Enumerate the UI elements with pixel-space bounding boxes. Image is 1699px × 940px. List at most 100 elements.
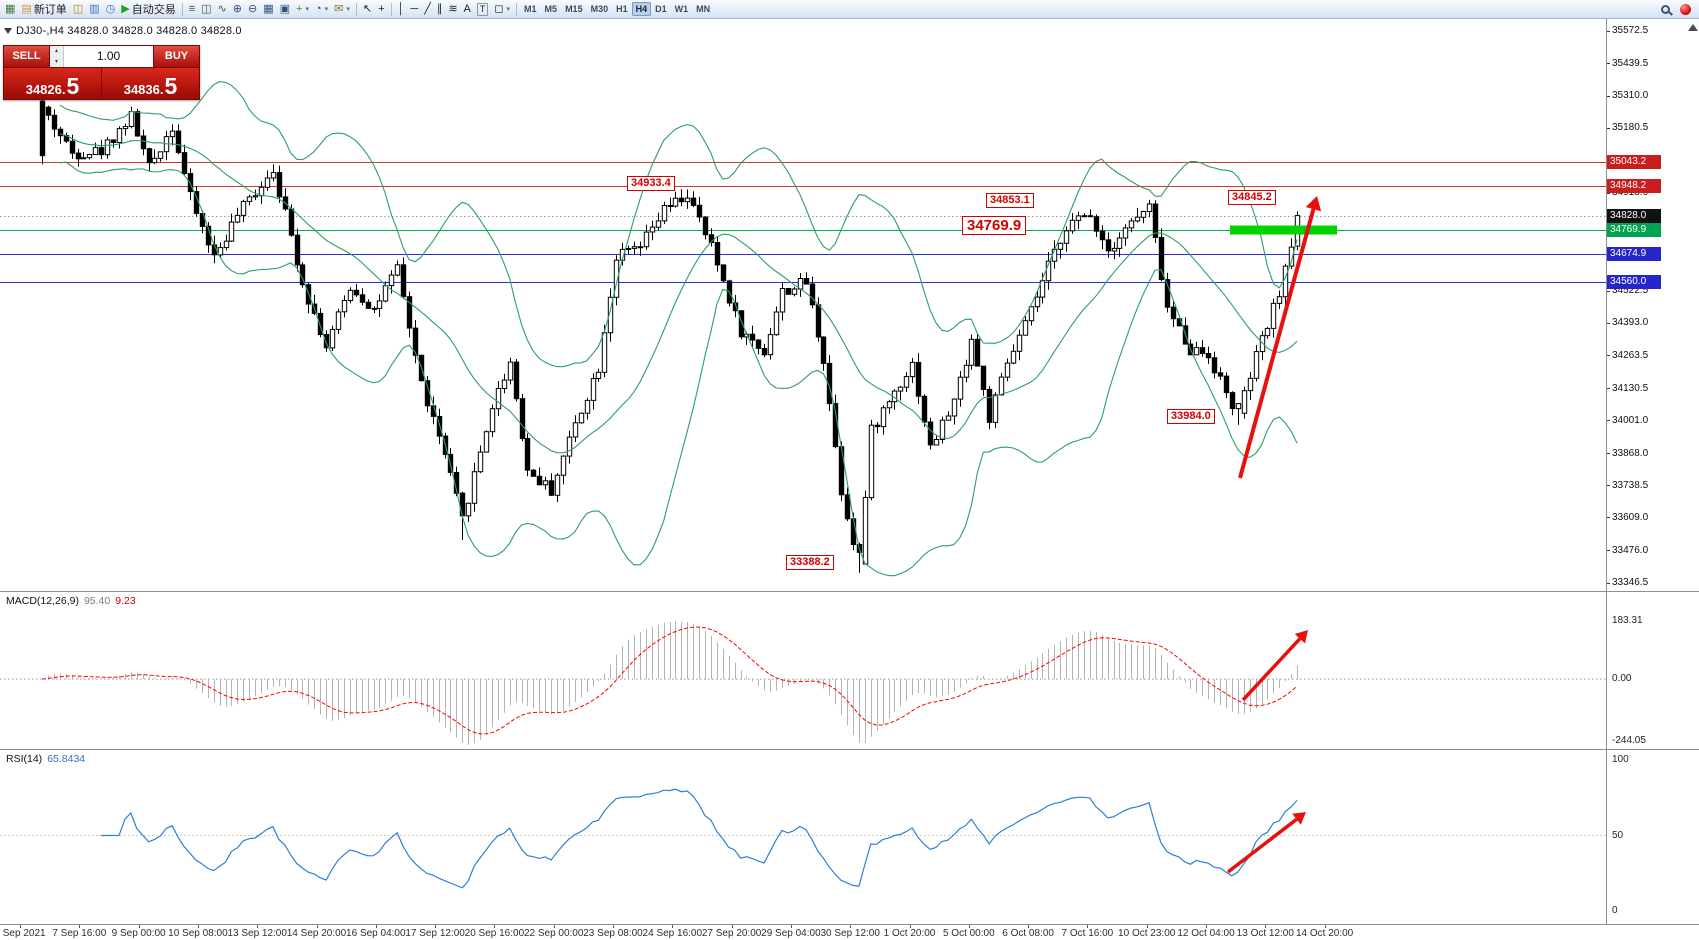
line-chart-type-icon: ∿ [217,3,227,15]
cursor-icon: ↖ [362,3,373,15]
new-order-button[interactable]: ▤ 新订单 [18,1,69,17]
trendline-icon: ╱ [424,3,431,15]
line-chart-type-button[interactable]: ∿ [215,1,230,17]
price-axis-label: 34001.0 [1612,414,1649,426]
horizontal-line-tool[interactable]: ─ [407,1,421,17]
toolbar-separator [181,2,183,16]
toolbar-separator [516,2,518,16]
one-click-caret-icon[interactable] [4,28,12,34]
one-click-trading-panel: SELL ▴ ▾ 1.00 BUY 34826. 5 34836. 5 [3,45,200,100]
price-axis-label: 34393.0 [1612,317,1649,329]
channel-tool[interactable]: ∥ [434,1,446,17]
price-axis-separator [1606,19,1607,924]
dropdown-arrow-icon: ▾ [346,6,350,13]
buy-price-main: 34836. [123,82,164,97]
chart-ohlc-label: DJ30-,H4 34828.0 34828.0 34828.0 34828.0 [16,25,242,37]
macd-rsi-separator[interactable] [0,749,1699,750]
price-axis-badge: 34828.0 [1607,208,1661,223]
volume-stepper[interactable]: ▴ ▾ [50,46,64,67]
dropdown-arrow-icon: ▾ [305,6,309,13]
price-axis-badge: 34674.9 [1607,246,1661,261]
period-button[interactable]: ◔ ▾ [312,1,331,17]
timeframe-h1[interactable]: H1 [616,4,628,14]
charts-window-button[interactable]: ◫ [70,1,86,17]
trendline-tool[interactable]: ╱ [421,1,434,17]
market-watch-button[interactable]: ▥ [86,1,102,17]
zoom-out-button[interactable]: ⊖ [245,1,260,17]
chart-shift-marker[interactable] [1688,24,1698,31]
timeframe-mn[interactable]: MN [696,4,711,14]
timeframe-d1[interactable]: D1 [655,4,667,14]
buy-button[interactable]: BUY [153,46,199,67]
time-axis-label: 10 Oct 23:00 [1118,928,1176,939]
crosshair-tool[interactable]: + [375,1,387,17]
timeframe-m1[interactable]: M1 [524,4,537,14]
new-order-icon: ▤ [21,3,32,15]
time-axis-label: 29 Sep 04:00 [761,928,821,939]
macd-axis-label: 0.00 [1612,673,1632,685]
crosshair-icon: + [378,3,385,15]
price-axis-label: 34522.5 [1612,285,1649,297]
symbol-search-icon[interactable] [1661,4,1670,14]
bar-chart-type-icon: ≡ [188,3,196,15]
sell-price-pips: 5 [66,73,80,100]
price-axis-label: 33346.5 [1612,577,1649,588]
text-icon: A [463,3,471,15]
template-button[interactable]: ✉ ▾ [331,1,353,17]
time-axis-label: 6 Oct 08:00 [1002,928,1054,939]
stepper-down-icon[interactable]: ▾ [54,58,58,65]
stepper-up-icon[interactable]: ▴ [54,48,58,54]
tile-windows-icon: ▦ [263,3,274,15]
cursor-tool[interactable]: ↖ [360,1,375,17]
data-window-icon: ▣ [279,3,290,15]
data-window-button[interactable]: ▣ [277,1,293,17]
zoom-in-icon: ⊕ [232,3,242,15]
rsi-panel [0,788,1606,889]
chart-shortcut-icon: ▦ [5,3,16,15]
sell-price[interactable]: 34826. 5 [4,68,102,99]
macd-axis-label: -244.05 [1612,735,1646,746]
timeframe-m30[interactable]: M30 [590,4,609,14]
time-axis-line [0,924,1699,925]
price-axis-tick [1607,127,1610,129]
timeframe-m5[interactable]: M5 [544,4,558,14]
connection-status-icon[interactable] [1680,3,1691,15]
price-axis-tick [1607,63,1610,65]
fibonacci-tool[interactable]: ≋ [445,1,460,17]
shapes-tool[interactable]: ◻ ▾ [491,1,513,17]
text-tool[interactable]: A [461,1,474,17]
time-axis-label: 7 Oct 16:00 [1061,928,1114,939]
bar-chart-type-button[interactable]: ≡ [186,1,198,17]
sell-price-main: 34826. [25,82,66,97]
chart-shortcut-button[interactable]: ▦ [2,1,18,17]
toolbar-separator [390,2,392,16]
toolbar-right-area [1661,3,1697,15]
sell-button[interactable]: SELL [4,46,50,67]
period-icon: ◔ [314,3,322,15]
refresh-button[interactable]: ◷ [103,1,119,17]
time-axis-label: 23 Sep 08:00 [583,928,643,939]
time-axis-label: 12 Oct 04:00 [1177,928,1235,939]
buy-price[interactable]: 34836. 5 [102,68,199,99]
volume-input[interactable]: ▴ ▾ 1.00 [50,46,153,67]
price-axis-tick [1607,30,1610,32]
main-macd-separator[interactable] [0,591,1699,592]
time-axis-label: 13 Sep 12:00 [227,928,287,939]
auto-trading-button[interactable]: ▶ 自动交易 [118,1,178,17]
candlestick-type-button[interactable]: ◫ [198,1,214,17]
price-axis-label: 35180.5 [1612,122,1649,134]
label-tool[interactable]: T [474,1,492,17]
timeframe-w1[interactable]: W1 [674,4,689,14]
price-axis-tick [1607,290,1610,292]
zoom-in-button[interactable]: ⊕ [230,1,245,17]
rsi-axis-label: 100 [1612,754,1629,765]
timeframe-h4[interactable]: H4 [631,2,652,16]
vertical-line-tool[interactable]: │ [395,1,408,17]
charts-window-icon: ◫ [72,3,84,15]
timeframe-m15[interactable]: M15 [565,4,583,14]
indicators-button[interactable]: + ▾ [293,1,312,17]
toolbar: ▦ ▤ 新订单 ◫ ▥ ◷ ▶ 自动交易 ≡ ◫ ∿ ⊕ ⊖ ▦ ▣ + ▾ ◔ ▾ ✉ ▾ ↖ + │ ─ ╱ ∥ ≋ A T ◻ ▾ M1 M… [0,0,1699,19]
refresh-icon: ◷ [105,3,116,15]
time-axis-label: 14 Sep 20:00 [286,928,347,939]
tile-windows-button[interactable]: ▦ [260,1,276,17]
